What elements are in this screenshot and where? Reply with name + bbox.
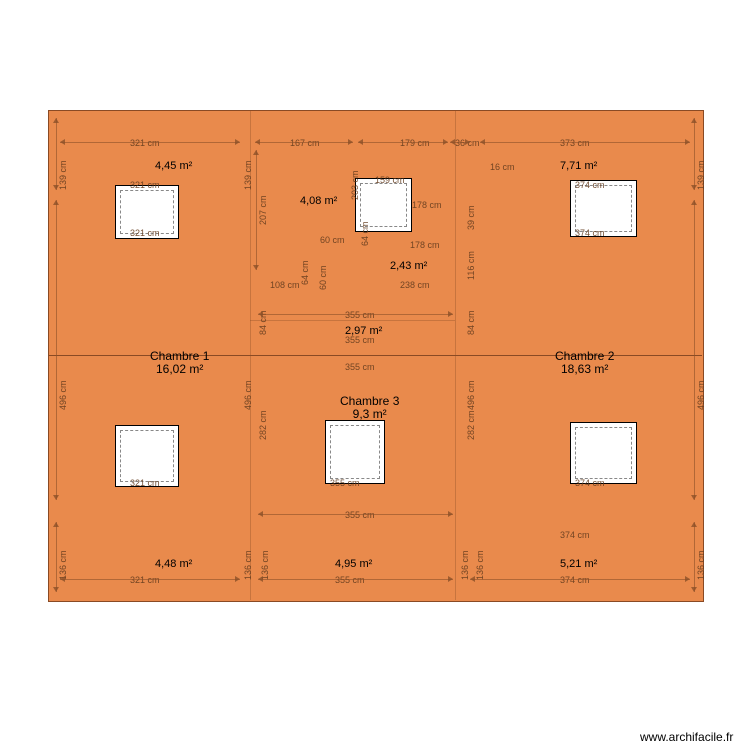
window-win-br — [570, 422, 637, 484]
dimension-label-31: 496 cm — [243, 380, 253, 410]
dimension-label-13: 321 cm — [130, 180, 160, 190]
dimension-label-33: 496 cm — [696, 380, 706, 410]
dimension-label-19: 178 cm — [410, 240, 440, 250]
dimension-label-17: 60 cm — [320, 235, 345, 245]
divider-center-sub — [250, 320, 455, 321]
dimension-label-1: 167 cm — [290, 138, 320, 148]
dimension-label-2: 179 cm — [400, 138, 430, 148]
area-label-0: 4,45 m² — [155, 160, 192, 172]
room-name: Chambre 1 — [150, 349, 209, 363]
dimension-label-40: 355 cm — [345, 510, 375, 520]
watermark-link[interactable]: www.archifacile.fr — [640, 730, 733, 744]
dimension-label-27: 84 cm — [466, 310, 476, 335]
dimension-arrow-30 — [56, 200, 57, 500]
dimension-label-21: 108 cm — [270, 280, 300, 290]
dimension-label-20: 39 cm — [466, 205, 476, 230]
area-label-1: 4,08 m² — [300, 195, 337, 207]
room-area: 9,3 m² — [353, 407, 387, 421]
window-win-bc — [325, 420, 385, 484]
dimension-label-32: 496 cm — [466, 380, 476, 410]
dimension-arrow-33 — [694, 200, 695, 500]
dimension-label-39: 374 cm — [575, 478, 605, 488]
dimension-label-28: 355 cm — [345, 310, 375, 320]
room-title-chambre1: Chambre 116,02 m² — [150, 350, 209, 376]
dimension-arrow-4 — [480, 142, 690, 143]
dimension-arrow-1 — [255, 142, 353, 143]
dimension-label-34: 355 cm — [345, 362, 375, 372]
dimension-arrow-2 — [358, 142, 448, 143]
dimension-label-12: 178 cm — [412, 200, 442, 210]
dimension-arrow-8 — [694, 118, 695, 190]
dimension-label-38: 355 cm — [330, 478, 360, 488]
floor-plan-stage: { "canvas": { "width": 750, "height": 75… — [0, 0, 750, 750]
dimension-label-50: 374 cm — [560, 575, 590, 585]
room-area: 16,02 m² — [156, 362, 203, 376]
dimension-label-18: 64 cm — [360, 221, 370, 246]
dimension-arrow-0 — [60, 142, 240, 143]
divider-col2 — [455, 110, 456, 600]
dimension-label-0: 321 cm — [130, 138, 160, 148]
dimension-label-23: 60 cm — [318, 265, 328, 290]
dimension-label-30: 496 cm — [58, 380, 68, 410]
dimension-label-43: 136 cm — [243, 550, 253, 580]
dimension-label-22: 64 cm — [300, 260, 310, 285]
dimension-label-10: 203 cm — [350, 170, 360, 200]
dimension-label-29: 355 cm — [345, 335, 375, 345]
dimension-label-36: 282 cm — [466, 410, 476, 440]
dimension-label-25: 116 cm — [466, 251, 476, 280]
dimension-label-49: 355 cm — [335, 575, 365, 585]
dimension-arrow-49 — [258, 579, 453, 580]
dimension-label-4: 373 cm — [560, 138, 590, 148]
area-label-6: 4,95 m² — [335, 558, 372, 570]
dimension-label-7: 139 cm — [243, 160, 253, 190]
room-name: Chambre 2 — [555, 349, 614, 363]
area-label-5: 4,48 m² — [155, 558, 192, 570]
dimension-label-9: 207 cm — [258, 195, 268, 225]
dimension-label-48: 321 cm — [130, 575, 160, 585]
room-area: 18,63 m² — [561, 362, 608, 376]
dimension-label-35: 282 cm — [258, 410, 268, 440]
dimension-label-8: 139 cm — [696, 160, 706, 190]
dimension-arrow-50 — [470, 579, 690, 580]
dimension-label-24: 238 cm — [400, 280, 430, 290]
dimension-arrow-40 — [258, 514, 453, 515]
dimension-label-16: 374 cm — [575, 228, 605, 238]
room-name: Chambre 3 — [340, 394, 399, 408]
dimension-arrow-3 — [450, 142, 470, 143]
dimension-label-37: 321 cm — [130, 478, 160, 488]
dimension-arrow-47 — [694, 522, 695, 592]
dimension-label-47: 136 cm — [696, 550, 706, 580]
area-label-2: 7,71 m² — [560, 160, 597, 172]
dimension-label-14: 321 cm — [130, 228, 160, 238]
dimension-label-15: 374 cm — [575, 180, 605, 190]
dimension-label-45: 136 cm — [460, 550, 470, 580]
dimension-arrow-48 — [60, 579, 240, 580]
room-title-chambre3: Chambre 39,3 m² — [340, 395, 399, 421]
dimension-label-6: 139 cm — [58, 160, 68, 190]
dimension-label-11: 159 cm — [375, 175, 405, 185]
dimension-arrow-42 — [56, 522, 57, 592]
area-label-3: 2,43 m² — [390, 260, 427, 272]
dimension-arrow-28 — [258, 314, 453, 315]
dimension-label-5: 16 cm — [490, 162, 515, 172]
dimension-label-41: 374 cm — [560, 530, 590, 540]
room-title-chambre2: Chambre 218,63 m² — [555, 350, 614, 376]
dimension-arrow-9 — [256, 150, 257, 270]
dimension-label-46: 136 cm — [475, 550, 485, 580]
dimension-arrow-6 — [56, 118, 57, 190]
area-label-7: 5,21 m² — [560, 558, 597, 570]
